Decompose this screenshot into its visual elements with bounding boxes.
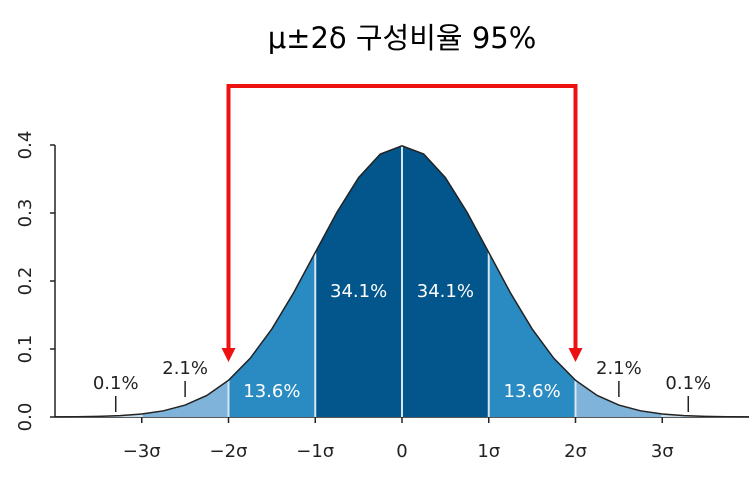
y-tick-label: 0.0	[15, 403, 36, 432]
bracket-arrow	[568, 348, 583, 362]
y-tick-label: 0.3	[15, 199, 36, 228]
y-tick-label: 0.1	[15, 335, 36, 364]
y-tick-label: 0.4	[15, 131, 36, 160]
band	[141, 380, 229, 417]
band-label: 13.6%	[504, 381, 561, 402]
curve	[54, 144, 750, 418]
bracket	[226, 84, 578, 350]
band-label: 2.1%	[162, 358, 208, 379]
x-tick-label: −3σ	[123, 441, 161, 462]
band-label: 2.1%	[596, 358, 642, 379]
chart-title: μ±2δ 구성비율 95%	[268, 21, 537, 55]
band-label: 34.1%	[417, 281, 474, 302]
x-tick-label: 3σ	[651, 441, 674, 462]
bracket-arrow	[221, 348, 236, 362]
band-label: 34.1%	[330, 281, 387, 302]
band-label: 0.1%	[665, 373, 711, 394]
x-tick-label: −2σ	[210, 441, 248, 462]
band-label: 13.6%	[243, 381, 300, 402]
x-tick-label: 1σ	[477, 441, 500, 462]
x-tick-label: 2σ	[564, 441, 587, 462]
x-tick-label: −1σ	[296, 441, 334, 462]
band	[575, 380, 663, 417]
band-label: 0.1%	[93, 373, 139, 394]
x-tick-label: 0	[396, 441, 407, 462]
y-tick-label: 0.2	[15, 267, 36, 296]
